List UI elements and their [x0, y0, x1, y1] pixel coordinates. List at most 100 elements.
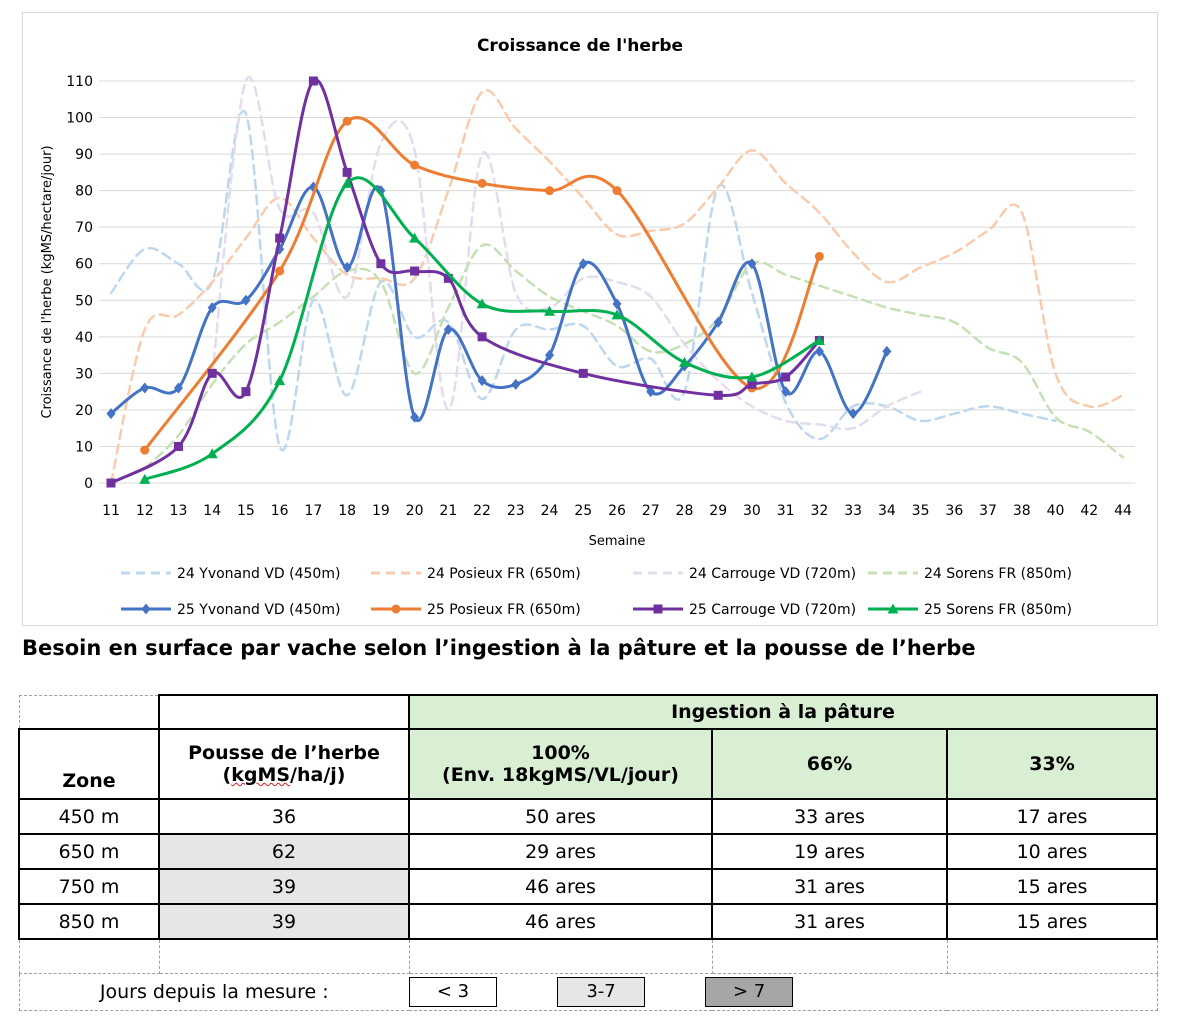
ingestion-66-header: 66%: [711, 728, 948, 800]
growth-cell: 39: [158, 903, 410, 940]
x-tick-label: 24: [541, 503, 559, 519]
data-point: [207, 302, 217, 314]
zone-cell: 850 m: [18, 903, 160, 940]
ingestion-100-header: 100% (Env. 18kgMS/VL/jour): [408, 728, 713, 800]
data-point: [241, 387, 251, 397]
data-point: [887, 603, 899, 614]
days-label: Jours depuis la mesure :: [18, 972, 409, 1011]
data-point: [713, 316, 723, 328]
data-point: [341, 177, 353, 188]
data-point: [410, 411, 420, 423]
x-tick-label: 29: [709, 503, 727, 519]
chart-container: Croissance de l'herbe 0 10 20 30 40 50 60 70 80 90…: [22, 12, 1158, 626]
data-point: [139, 473, 151, 484]
zone-cell: 750 m: [18, 868, 160, 905]
data-point: [206, 448, 218, 459]
empty-cell: [18, 694, 160, 730]
y-tick-label: 0: [84, 476, 93, 492]
x-tick-label: 30: [743, 503, 761, 519]
table-row: 650 m 62 29 ares 19 ares 10 ares: [18, 833, 1159, 870]
data-point: [410, 266, 420, 276]
y-tick-label: 80: [75, 184, 93, 200]
empty-cell: [711, 938, 948, 974]
x-tick-label: 12: [136, 503, 154, 519]
x-tick-label: 44: [1114, 503, 1132, 519]
data-point: [141, 603, 151, 615]
data-point: [275, 266, 285, 276]
x-tick-label: 18: [338, 503, 356, 519]
x-tick-label: 42: [1080, 503, 1098, 519]
data-point: [646, 386, 656, 398]
surface-100-cell: 46 ares: [408, 868, 713, 905]
data-point: [308, 76, 318, 86]
empty-cell: [408, 938, 713, 974]
data-point: [443, 324, 453, 336]
legend-label: 25 Posieux FR (650m): [427, 602, 581, 618]
x-tick-label: 20: [406, 503, 424, 519]
y-axis-label: Croissance de l'herbe (kgMS/hectare/jour…: [40, 145, 55, 418]
x-tick-label: 40: [1047, 503, 1065, 519]
surface-33-cell: 15 ares: [945, 903, 1159, 940]
x-tick-label: 32: [810, 503, 828, 519]
data-point: [848, 408, 858, 420]
data-point: [443, 273, 453, 283]
x-tick-label: 16: [271, 503, 289, 519]
y-tick-label: 10: [75, 439, 93, 455]
table-row: 450 m 36 50 ares 33 ares 17 ares: [18, 798, 1159, 835]
data-point: [476, 298, 488, 309]
surface-33-cell: 10 ares: [945, 833, 1159, 870]
data-point: [140, 445, 150, 455]
section-heading: Besoin en surface par vache selon l’inge…: [22, 636, 976, 660]
data-point: [545, 186, 555, 196]
data-point: [477, 332, 487, 342]
data-point: [814, 345, 824, 357]
surface-66-cell: 31 ares: [711, 903, 948, 940]
data-point: [544, 305, 556, 316]
x-tick-label: 38: [1013, 503, 1031, 519]
surface-100-cell: 29 ares: [408, 833, 713, 870]
surface-100-cell: 46 ares: [408, 903, 713, 940]
data-point: [477, 178, 487, 188]
data-point: [207, 368, 217, 378]
surface-33-cell: 15 ares: [945, 868, 1159, 905]
data-point: [477, 375, 487, 387]
ingestion-group-header: Ingestion à la pâture: [407, 694, 1159, 730]
series-line: [143, 176, 821, 481]
empty-cell: [18, 938, 160, 974]
y-tick-label: 30: [75, 366, 93, 382]
ingestion-33-header: 33%: [945, 728, 1159, 800]
growth-chart: Croissance de l'herbe 0 10 20 30 40 50 60 70 80 90…: [40, 36, 1135, 618]
data-point: [409, 232, 421, 243]
data-point: [342, 261, 352, 273]
data-point: [814, 251, 824, 261]
series-line: [109, 109, 1057, 452]
y-tick-label: 20: [75, 403, 93, 419]
legend-label: 24 Posieux FR (650m): [427, 566, 581, 582]
days-lt3-box: < 3: [409, 976, 497, 1007]
data-point: [545, 349, 555, 361]
surface-66-cell: 19 ares: [711, 833, 948, 870]
x-axis-label: Semaine: [589, 534, 646, 549]
growth-cell: 36: [158, 798, 410, 835]
data-point: [342, 116, 352, 126]
data-point: [140, 382, 150, 394]
x-tick-label: 36: [945, 503, 963, 519]
data-point: [882, 345, 892, 357]
data-point: [713, 390, 723, 400]
x-tick-label: 21: [439, 503, 457, 519]
surface-66-cell: 33 ares: [711, 798, 948, 835]
data-point: [747, 258, 757, 270]
data-point: [612, 186, 622, 196]
x-tick-label: 14: [203, 503, 221, 519]
zone-cell: 650 m: [18, 833, 160, 870]
days-gt7-box: > 7: [705, 976, 794, 1007]
data-point: [578, 368, 588, 378]
y-tick-label: 50: [75, 293, 93, 309]
series-line: [109, 88, 1125, 485]
series-line: [210, 76, 922, 431]
data-point: [781, 386, 791, 398]
data-point: [376, 259, 386, 269]
chart-title: Croissance de l'herbe: [477, 36, 683, 56]
data-point: [274, 375, 286, 386]
data-point: [342, 167, 352, 177]
